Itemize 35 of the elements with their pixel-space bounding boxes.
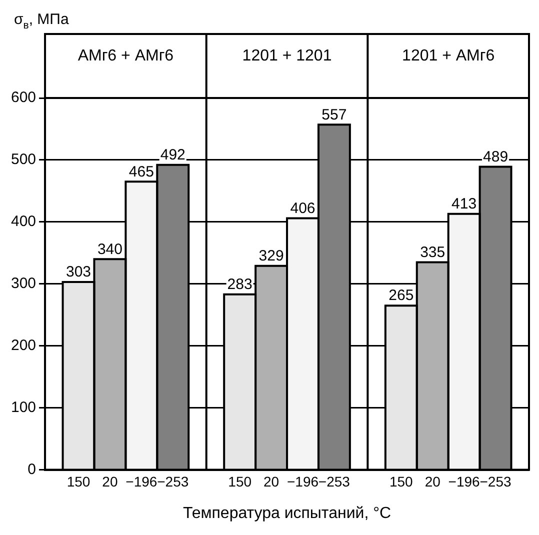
data-label: 329 (258, 248, 284, 265)
text: −253 (480, 474, 512, 490)
data-label: 303 (66, 264, 92, 281)
text: 150 (389, 474, 413, 490)
data-label: 406 (290, 200, 316, 217)
y-tick-label: 600 (10, 89, 36, 106)
text: −196 (448, 474, 480, 490)
data-label: 265 (388, 287, 414, 304)
y-tick-label: 500 (10, 151, 36, 168)
data-label: 465 (128, 163, 154, 180)
text: 150 (228, 474, 252, 490)
text: 20 (263, 474, 280, 490)
data-label: 340 (97, 240, 122, 258)
y-tick-label: 300 (10, 275, 36, 292)
data-label: 557 (322, 106, 347, 124)
text: −253 (318, 474, 350, 490)
series-label: 20 (102, 474, 118, 490)
text: 20 (424, 474, 440, 490)
y-tick-label: 0 (28, 460, 36, 478)
x-tick-label: 1201 + АМг6 (402, 47, 495, 64)
series-label: −253 (157, 474, 189, 490)
data-label: 492 (160, 146, 186, 164)
data-label: 413 (452, 196, 477, 213)
series-label: 150 (66, 474, 90, 490)
y-tick-label: 200 (10, 337, 36, 354)
data-label: 335 (420, 244, 446, 261)
x-tick-label: 1201 + 1201 (242, 47, 332, 64)
data-label: 283 (227, 276, 252, 294)
series-label: −196 (126, 474, 158, 490)
data-label: 489 (483, 148, 508, 166)
y-tick-label: 400 (10, 213, 36, 230)
y-tick-label: 100 (10, 398, 36, 416)
x-axis-title: Температура испытаний, °C (182, 504, 392, 522)
x-tick-label: АМг6 + АМг6 (78, 47, 174, 64)
text: −196 (286, 474, 319, 490)
